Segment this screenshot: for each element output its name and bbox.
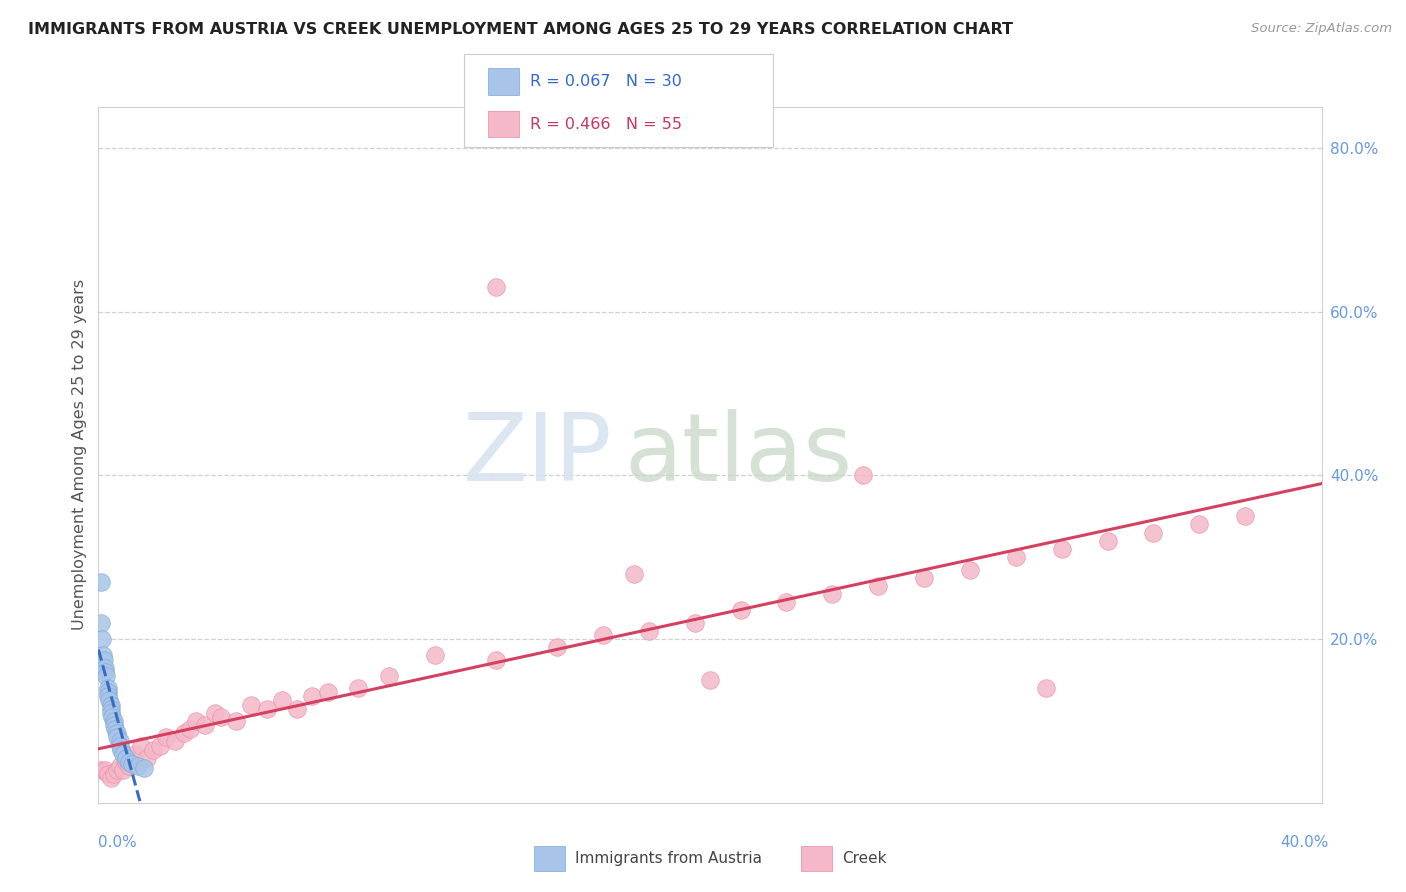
Point — [256, 701, 278, 715]
Point — [115, 755, 138, 769]
Point — [108, 759, 131, 773]
Point — [97, 767, 120, 781]
Point — [637, 624, 661, 638]
Point — [105, 726, 128, 740]
Point — [209, 710, 232, 724]
Point — [730, 603, 752, 617]
Point — [316, 685, 339, 699]
Point — [97, 690, 120, 704]
Point — [100, 771, 122, 785]
Point — [959, 562, 981, 576]
Point — [105, 763, 128, 777]
Point — [94, 669, 117, 683]
Point — [423, 648, 446, 663]
Point — [775, 595, 797, 609]
Point — [93, 763, 115, 777]
Point — [136, 751, 159, 765]
Point — [546, 640, 568, 655]
Point — [1004, 550, 1026, 565]
Point — [105, 731, 128, 745]
Point — [179, 722, 201, 736]
Text: Source: ZipAtlas.com: Source: ZipAtlas.com — [1251, 22, 1392, 36]
Point — [115, 751, 138, 765]
Point — [90, 763, 112, 777]
Point — [1234, 509, 1257, 524]
Text: R = 0.067   N = 30: R = 0.067 N = 30 — [530, 74, 682, 89]
Point — [90, 615, 112, 630]
Point — [378, 669, 401, 683]
Text: Creek: Creek — [842, 851, 887, 865]
Point — [285, 701, 308, 715]
Text: 0.0%: 0.0% — [98, 836, 138, 850]
Point — [485, 280, 508, 294]
Point — [301, 690, 323, 704]
Point — [347, 681, 370, 696]
Point — [118, 755, 141, 769]
Point — [683, 615, 706, 630]
Point — [121, 756, 143, 771]
Point — [93, 661, 115, 675]
Point — [134, 761, 156, 775]
Point — [194, 718, 217, 732]
Point — [173, 726, 195, 740]
Point — [97, 681, 120, 696]
Point — [103, 767, 125, 781]
Point — [108, 734, 131, 748]
Point — [142, 742, 165, 756]
Point — [108, 739, 131, 753]
Point — [129, 739, 152, 753]
Point — [1035, 681, 1057, 696]
Point — [225, 714, 247, 728]
Point — [1097, 533, 1119, 548]
Point — [94, 665, 117, 679]
Point — [111, 763, 134, 777]
Point — [868, 579, 890, 593]
Point — [912, 571, 935, 585]
Point — [1142, 525, 1164, 540]
Y-axis label: Unemployment Among Ages 25 to 29 years: Unemployment Among Ages 25 to 29 years — [72, 279, 87, 631]
Point — [103, 718, 125, 732]
Point — [118, 759, 141, 773]
Point — [699, 673, 721, 687]
Point — [623, 566, 645, 581]
Point — [98, 693, 121, 707]
Point — [124, 747, 146, 761]
Point — [592, 628, 614, 642]
Text: Immigrants from Austria: Immigrants from Austria — [575, 851, 762, 865]
Point — [1050, 542, 1073, 557]
Text: IMMIGRANTS FROM AUSTRIA VS CREEK UNEMPLOYMENT AMONG AGES 25 TO 29 YEARS CORRELAT: IMMIGRANTS FROM AUSTRIA VS CREEK UNEMPLO… — [28, 22, 1014, 37]
Point — [821, 587, 844, 601]
Text: R = 0.466   N = 55: R = 0.466 N = 55 — [530, 117, 682, 132]
Point — [852, 468, 875, 483]
Text: atlas: atlas — [624, 409, 852, 501]
Point — [270, 693, 292, 707]
Text: 40.0%: 40.0% — [1281, 836, 1329, 850]
Point — [101, 710, 124, 724]
Point — [155, 731, 177, 745]
Point — [90, 574, 112, 589]
Point — [103, 714, 125, 728]
Point — [100, 701, 122, 715]
Point — [100, 698, 122, 712]
Point — [110, 742, 132, 756]
Point — [485, 652, 508, 666]
Point — [97, 685, 120, 699]
Point — [93, 652, 115, 666]
Point — [100, 706, 122, 720]
Point — [91, 648, 114, 663]
Point — [91, 632, 114, 646]
Point — [127, 759, 149, 773]
Point — [204, 706, 226, 720]
Point — [240, 698, 263, 712]
Point — [186, 714, 208, 728]
Text: ZIP: ZIP — [463, 409, 612, 501]
Point — [104, 722, 127, 736]
Point — [111, 747, 134, 761]
Point — [163, 734, 186, 748]
Point — [149, 739, 172, 753]
Point — [1188, 517, 1211, 532]
